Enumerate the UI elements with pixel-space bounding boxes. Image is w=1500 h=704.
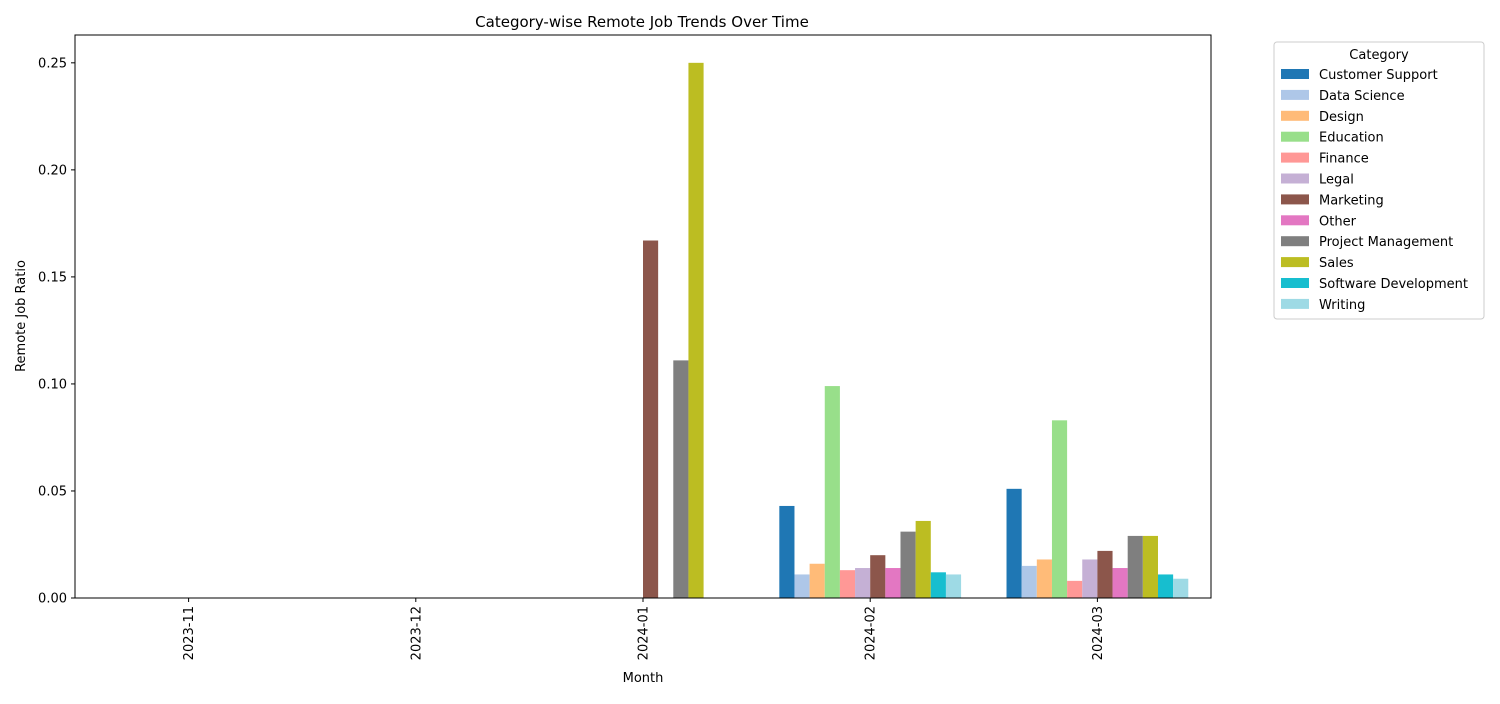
legend-label: Marketing xyxy=(1319,193,1384,208)
bar-data-science-2024-02 xyxy=(794,574,810,598)
legend-label: Software Development xyxy=(1319,277,1468,292)
bar-design-2024-03 xyxy=(1036,559,1052,598)
x-tick-label: 2023-12 xyxy=(409,606,424,660)
legend-swatch xyxy=(1281,194,1309,205)
y-tick-label: 0.05 xyxy=(38,484,67,499)
legend-frame xyxy=(1273,41,1485,320)
bars-group xyxy=(643,62,1189,598)
legend-swatch xyxy=(1281,110,1309,121)
bar-marketing-2024-02 xyxy=(870,555,886,598)
legend-label: Finance xyxy=(1319,152,1369,167)
y-axis-label: Remote Job Ratio xyxy=(14,260,29,372)
bar-education-2024-03 xyxy=(1051,420,1068,598)
legend-items: Customer Support Data Science Design Educat… xyxy=(1281,68,1468,313)
legend-label: Writing xyxy=(1319,298,1365,313)
x-axis: 2023-11 2023-12 2024-01 2024-02 2024-03 xyxy=(182,598,1106,660)
legend-swatch xyxy=(1281,257,1309,268)
y-tick-label: 0.25 xyxy=(38,56,67,71)
plot-frame xyxy=(74,34,1212,599)
legend-label: Other xyxy=(1319,214,1357,229)
legend-swatch xyxy=(1281,278,1309,288)
bar-sales-2024-01 xyxy=(688,62,704,598)
bar-marketing-2024-01 xyxy=(643,240,659,598)
bar-marketing-2024-03 xyxy=(1097,550,1113,598)
legend-label: Education xyxy=(1319,131,1384,146)
bar-legal-2024-02 xyxy=(855,568,871,598)
bar-customer-support-2024-03 xyxy=(1006,488,1022,598)
x-axis-label: Month xyxy=(623,671,664,686)
bar-writing-2024-02 xyxy=(945,574,962,598)
legend-swatch xyxy=(1281,173,1309,184)
legend-swatch xyxy=(1281,236,1309,247)
bar-other-2024-03 xyxy=(1112,568,1128,598)
bar-education-2024-02 xyxy=(824,386,840,598)
legend-swatch xyxy=(1281,215,1309,226)
legend-label: Design xyxy=(1319,110,1364,125)
bar-finance-2024-03 xyxy=(1067,580,1083,598)
legend-swatch xyxy=(1281,298,1309,309)
legend: Category Customer Support Data Science Des… xyxy=(1273,41,1485,320)
bar-legal-2024-03 xyxy=(1082,559,1098,598)
y-tick-label: 0.10 xyxy=(38,377,67,392)
x-tick-label: 2023-11 xyxy=(182,606,197,660)
bar-design-2024-02 xyxy=(809,563,825,598)
bar-sales-2024-02 xyxy=(915,520,931,598)
bar-customer-support-2024-02 xyxy=(779,505,795,598)
bar-project-management-2024-02 xyxy=(900,531,916,598)
bar-sales-2024-03 xyxy=(1142,535,1158,598)
legend-swatch xyxy=(1281,69,1309,79)
bar-writing-2024-03 xyxy=(1173,578,1189,598)
legend-label: Legal xyxy=(1319,173,1354,188)
y-tick-label: 0.00 xyxy=(38,592,67,607)
bar-software-development-2024-03 xyxy=(1157,574,1174,598)
y-tick-label: 0.15 xyxy=(38,270,67,285)
x-tick-label: 2024-01 xyxy=(637,606,652,660)
bar-project-management-2024-03 xyxy=(1127,535,1143,598)
bar-software-development-2024-02 xyxy=(930,572,946,598)
legend-title: Category xyxy=(1349,48,1409,63)
bar-finance-2024-02 xyxy=(839,570,856,598)
chart-title: Category-wise Remote Job Trends Over Tim… xyxy=(475,13,809,31)
legend-swatch xyxy=(1281,89,1309,100)
legend-label: Project Management xyxy=(1319,235,1453,250)
x-tick-label: 2024-03 xyxy=(1091,606,1106,660)
bar-data-science-2024-03 xyxy=(1021,565,1037,598)
y-axis: 0.00 0.05 0.10 0.15 0.20 0.25 xyxy=(38,56,75,607)
bar-project-management-2024-01 xyxy=(673,360,689,598)
x-tick-label: 2024-02 xyxy=(864,606,879,660)
y-tick-label: 0.20 xyxy=(38,163,67,178)
legend-swatch xyxy=(1281,152,1309,163)
legend-swatch xyxy=(1281,131,1309,142)
legend-label: Sales xyxy=(1319,256,1354,271)
legend-label: Data Science xyxy=(1319,89,1405,104)
legend-label: Customer Support xyxy=(1319,68,1438,83)
bar-other-2024-02 xyxy=(885,568,901,598)
